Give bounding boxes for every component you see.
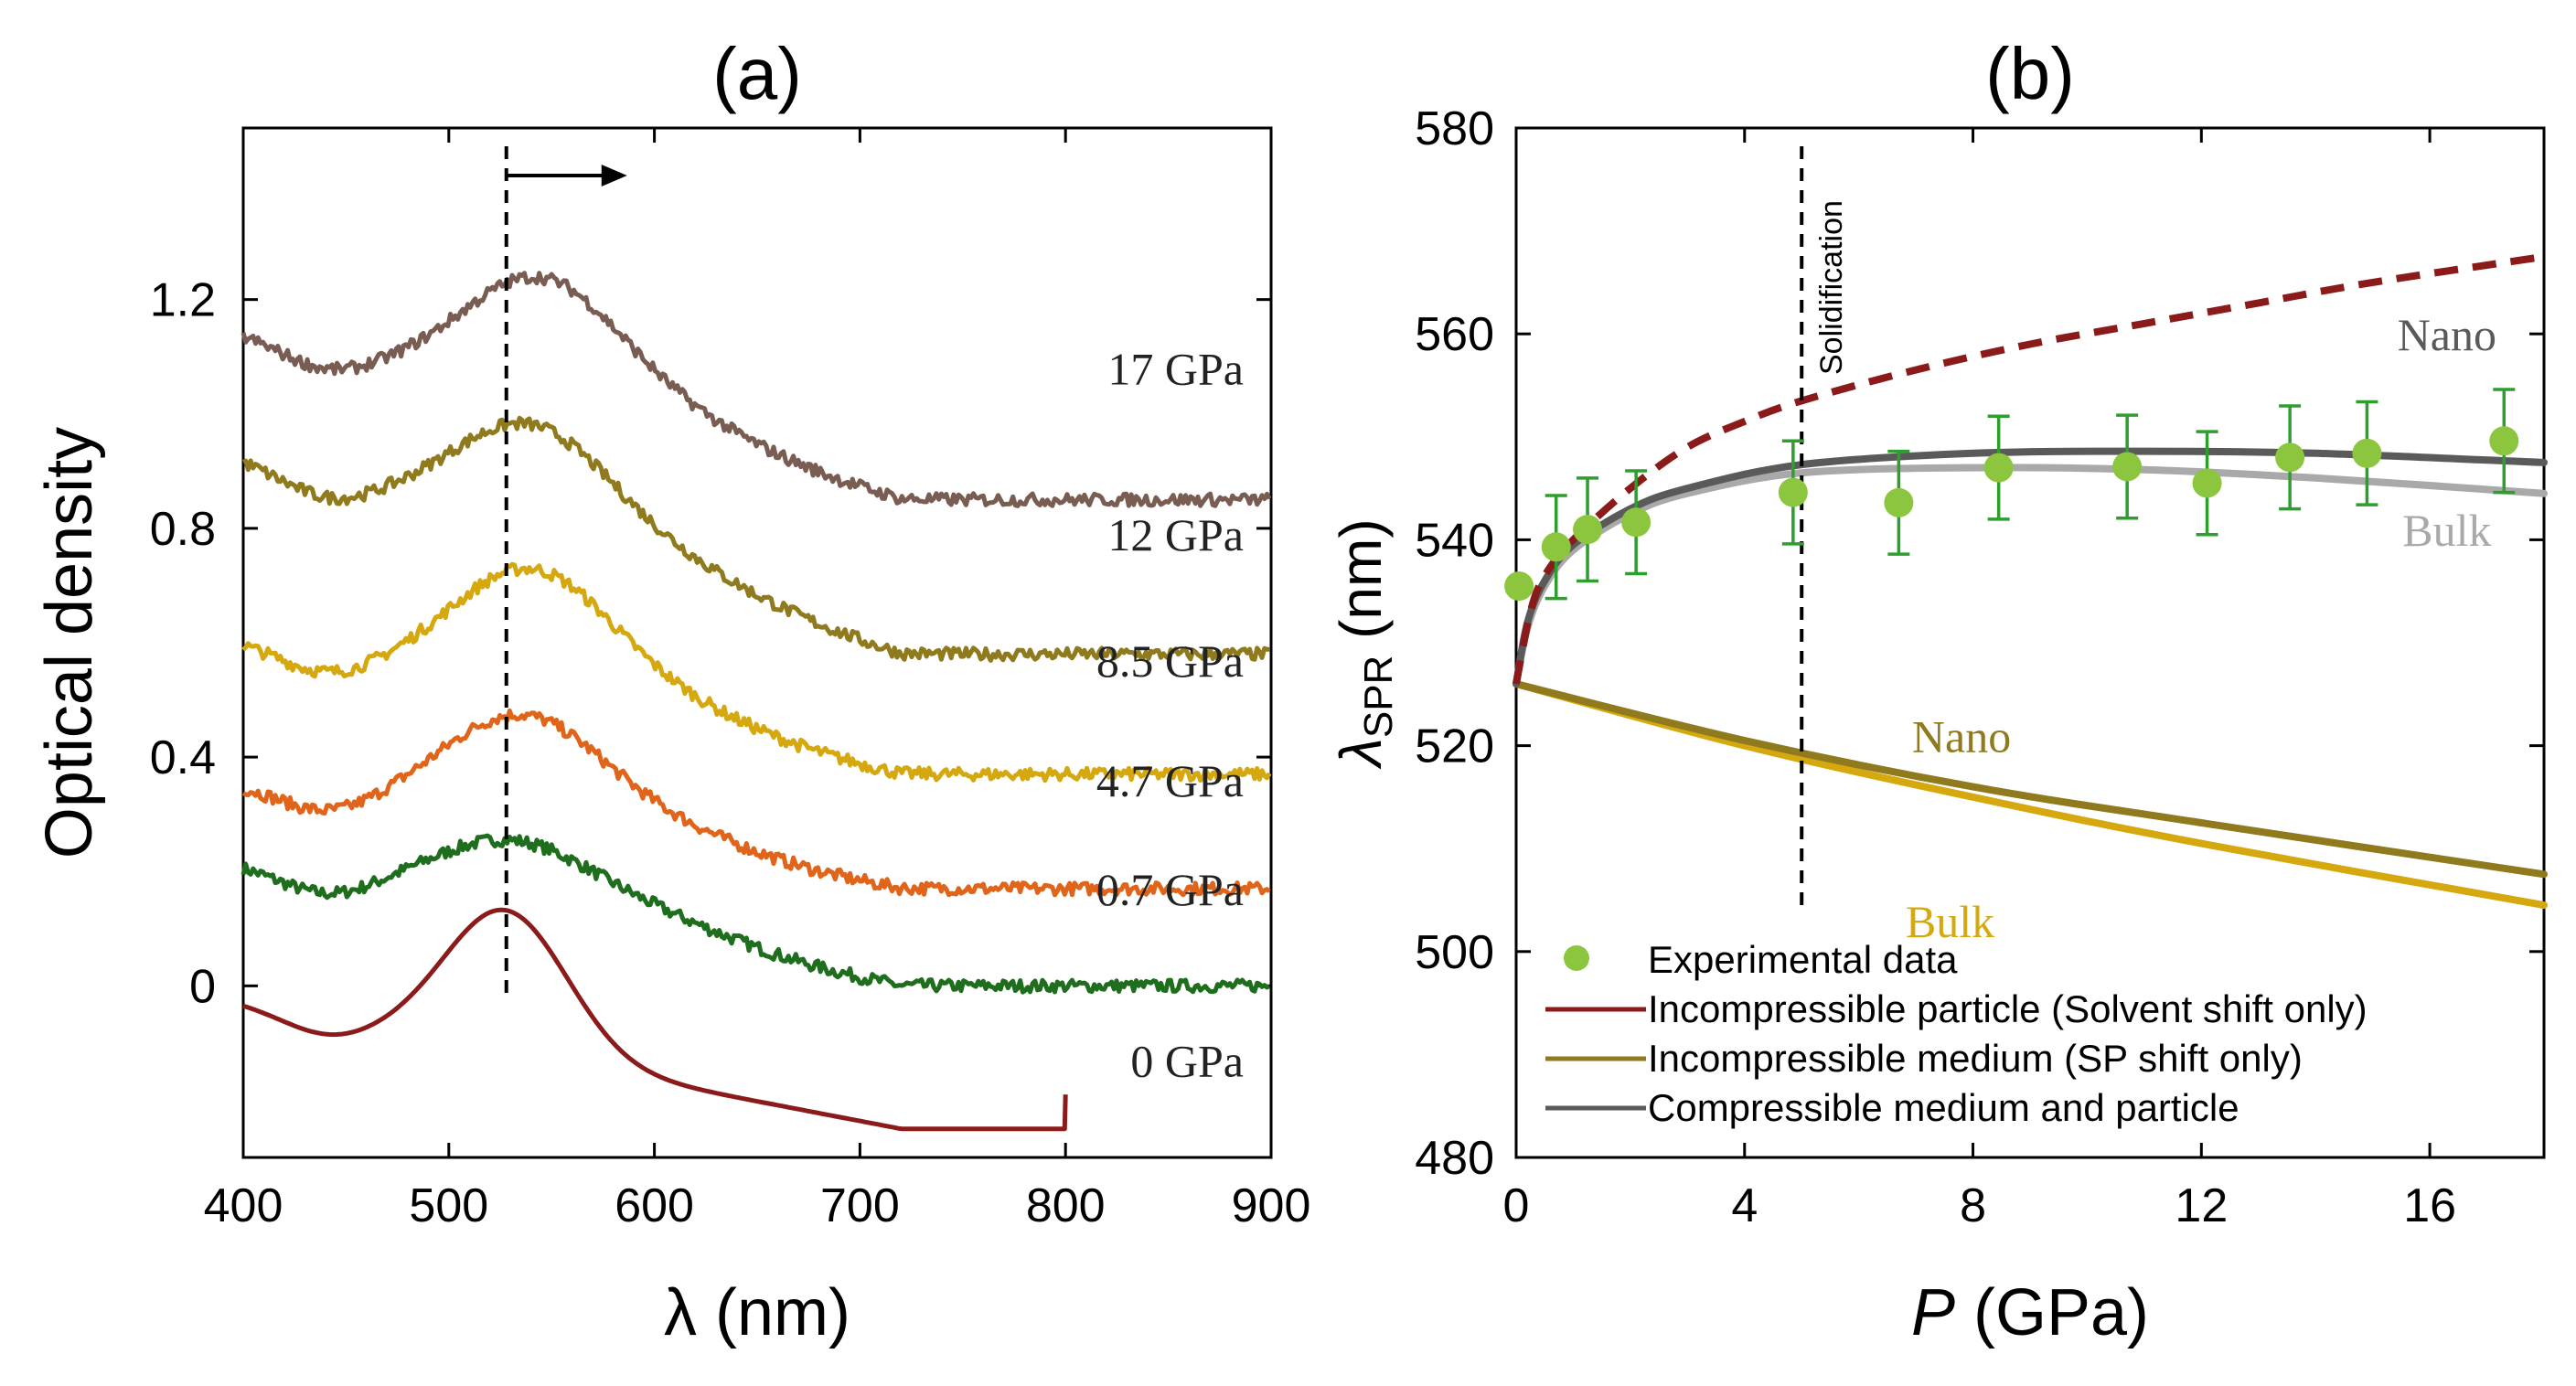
panel-b-solidification-label: Solidification [1814,200,1849,375]
panel-b-curve-label: Nano [2398,309,2496,360]
panel-a-series-line [241,561,1272,784]
panel-b-y-tick-label: 480 [1415,1132,1494,1185]
panel-a-frame [241,126,1273,1159]
panel-b-y-axis-label: λSPR (nm) [1328,518,1401,769]
panel-a-axes: 400 500 600 700 800 900 0 0.4 0.8 1.2 [150,128,1311,1232]
panel-a-shift-arrowhead [601,165,627,187]
panel-a-y-axis-label: Optical density [33,427,106,858]
panel-b-data-point [2275,442,2305,473]
panel-a-y-tick-label: 0.8 [150,503,216,556]
panel-a-y-tick-label: 0 [189,960,216,1013]
panel-b-x-tick-label: 12 [2175,1179,2228,1232]
legend-label: Experimental data [1648,938,1958,981]
panel-b-data-point [1541,532,1571,562]
panel-b-x-axis-label-italic: P [1911,1276,1955,1349]
panel-a-y-tick-label: 0.4 [150,731,216,784]
panel-b-x-tick-label: 8 [1960,1179,1986,1232]
panel-b-axes: 0 4 8 12 16 480 500 520 540 560 580 [1415,102,2544,1232]
panel-b-data-point [1884,487,1914,517]
panel-b-curve-label: Bulk [2402,505,2491,556]
panel-a-series [240,146,1272,1132]
panel-a-series-label: 0.7 GPa [1096,864,1244,915]
panel-a: (a) 400 500 600 700 800 900 0 0.4 0.8 1.2 0 GPa 0.… [33,33,1310,1349]
panel-b-legend: Experimental data Incompressible particle… [1545,938,2368,1129]
panel-a-series-line [242,907,1068,1132]
panel-b-data-point [1778,477,1808,507]
legend-label: Incompressible particle (Solvent shift o… [1648,987,2368,1030]
panel-a-x-tick-label: 400 [204,1179,283,1232]
panel-b-data-point [1504,571,1534,602]
panel-b-data-point [2112,452,2143,482]
panel-b-data-point [1621,507,1651,538]
panel-b-y-tick-label: 540 [1415,514,1494,567]
panel-b-model-curve [1512,680,2548,879]
panel-b-model-curves: Solidification [1512,146,2548,911]
panel-a-series-labels: 0 GPa 0.7 GPa 4.7 GPa 8.5 GPa 12 GPa 17 GPa [1096,344,1244,1087]
panel-b-frame [1514,126,2546,1159]
panel-b-model-curve [1512,464,2548,688]
panel-b-y-tick-label: 560 [1415,308,1494,361]
panel-b-x-axis-label-rest: (GPa) [1955,1276,2149,1349]
panel-b: (b) 0 4 8 12 16 480 500 520 540 560 580 Solidifica… [1328,33,2548,1349]
panel-b-y-axis-label-symbol: λ [1328,738,1394,770]
panel-a-series-line [241,415,1270,663]
panel-b-curve-labels: Nano Bulk Nano Bulk [1906,309,2496,947]
panel-b-curve-label: Bulk [1906,896,1994,947]
panel-a-series-label: 8.5 GPa [1096,635,1244,687]
panel-b-title: (b) [1985,33,2075,114]
legend-label: Compressible medium and particle [1648,1086,2239,1129]
panel-b-experimental-points [1504,388,2519,602]
panel-b-y-tick-label: 520 [1415,720,1494,773]
panel-a-series-line [240,833,1271,995]
panel-a-x-tick-label: 600 [615,1179,694,1232]
panel-b-x-tick-label: 0 [1503,1179,1530,1232]
panel-a-title: (a) [712,33,802,114]
panel-a-x-tick-label: 700 [820,1179,900,1232]
panel-b-data-point [2489,426,2519,456]
panel-b-y-tick-label: 580 [1415,102,1494,155]
legend-marker [1564,945,1589,971]
legend-label: Incompressible medium (SP shift only) [1648,1037,2303,1080]
panel-b-data-point [1983,453,2014,483]
panel-a-x-axis-label: λ (nm) [664,1276,850,1349]
panel-a-series-label: 4.7 GPa [1096,755,1244,806]
panel-b-y-tick-label: 500 [1415,926,1494,979]
panel-a-series-label: 12 GPa [1107,509,1244,560]
panel-b-data-point [1573,515,1603,545]
panel-a-x-tick-label: 500 [409,1179,488,1232]
panel-b-y-axis-label-subscript: SPR [1356,656,1401,738]
panel-b-data-point [2192,468,2222,498]
panel-a-series-label: 0 GPa [1130,1036,1244,1087]
panel-a-y-tick-label: 1.2 [150,274,216,327]
panel-b-curve-label: Nano [1912,710,2011,762]
panel-a-x-tick-label: 900 [1232,1179,1311,1232]
panel-b-y-axis-label-rest: (nm) [1328,518,1394,655]
panel-a-x-tick-label: 800 [1026,1179,1106,1232]
panel-a-series-line [241,708,1271,898]
panel-b-x-tick-label: 16 [2403,1179,2456,1232]
panel-b-x-tick-label: 4 [1731,1179,1758,1232]
panel-b-data-point [2352,438,2382,468]
panel-a-series-line [240,271,1272,508]
panel-a-series-label: 17 GPa [1107,344,1244,395]
panel-b-x-axis-label: P (GPa) [1911,1276,2149,1349]
